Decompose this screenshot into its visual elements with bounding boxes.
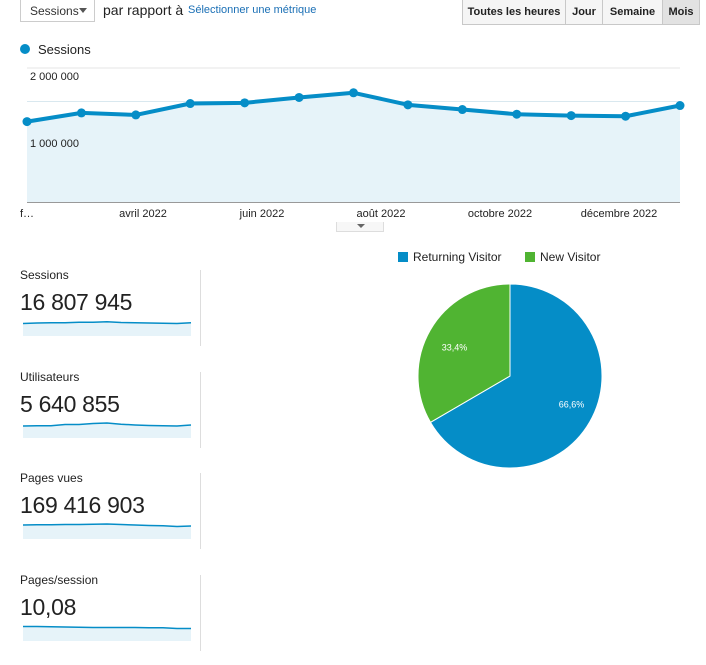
metric-label: Pages vues <box>20 471 83 485</box>
card-divider <box>200 372 201 448</box>
metric-label: Utilisateurs <box>20 370 80 384</box>
metric-value: 169 416 903 <box>20 492 145 518</box>
x-tick-label: août 2022 <box>357 208 406 220</box>
card-divider <box>200 270 201 346</box>
data-point[interactable] <box>621 111 631 121</box>
data-point[interactable] <box>22 117 32 127</box>
chevron-down-icon <box>79 8 87 13</box>
sessions-line-chart: 2 000 000 1 000 000 f… avril 2022 juin 2… <box>20 67 685 220</box>
metric-sparkline <box>22 523 192 539</box>
period-day-button[interactable]: Jour <box>565 0 603 25</box>
sparkline-line <box>23 625 191 630</box>
period-week-button[interactable]: Semaine <box>602 0 663 25</box>
sparkline-area <box>23 524 191 539</box>
sparkline-area <box>23 626 191 641</box>
sparkline-line <box>22 523 192 528</box>
legend-sessions-marker <box>20 44 30 54</box>
metric-value: 10,08 <box>20 594 77 620</box>
pie-slice-returning-visitor[interactable] <box>429 283 603 469</box>
metric-sparkline <box>22 422 192 438</box>
period-hourly-button[interactable]: Toutes les heures <box>462 0 566 25</box>
legend-new-label[interactable]: New Visitor <box>540 250 601 264</box>
metric-sparkline <box>23 625 191 641</box>
metric-select[interactable]: Sessions <box>20 0 95 22</box>
chart-collapse-toggle[interactable] <box>336 222 384 232</box>
card-divider <box>200 575 201 651</box>
sparkline-area <box>23 321 191 336</box>
data-point[interactable] <box>403 100 413 110</box>
chevron-down-icon <box>357 224 365 228</box>
x-tick-label: juin 2022 <box>239 208 285 220</box>
data-point[interactable] <box>76 108 86 118</box>
x-tick-label: octobre 2022 <box>468 208 532 220</box>
period-selector: Toutes les heures Jour Semaine Mois <box>462 0 700 25</box>
metric-sparkline <box>22 320 192 336</box>
sparkline-area <box>23 423 191 438</box>
legend-returning-marker <box>398 252 408 262</box>
data-point[interactable] <box>457 105 467 115</box>
sparkline-line <box>22 422 192 427</box>
pie-slice-label: 33,4% <box>442 343 468 353</box>
x-tick-label: décembre 2022 <box>581 208 657 220</box>
versus-label: par rapport à <box>103 2 184 18</box>
pie-slice-new-visitor[interactable] <box>417 283 511 424</box>
period-month-button[interactable]: Mois <box>662 0 700 25</box>
y-tick-label: 1 000 000 <box>30 138 79 150</box>
x-tick-label: avril 2022 <box>119 208 167 220</box>
legend-returning-label[interactable]: Returning Visitor <box>413 250 502 264</box>
metric-select-value: Sessions <box>30 3 79 18</box>
data-point[interactable] <box>294 92 304 102</box>
data-point[interactable] <box>512 109 522 119</box>
pie-slice-label: 66,6% <box>559 399 585 409</box>
metric-value: 16 807 945 <box>20 289 133 315</box>
visitor-type-pie-chart: 66,6% 33,4% <box>417 283 603 469</box>
legend-sessions-label[interactable]: Sessions <box>38 42 91 57</box>
metric-label: Pages/session <box>20 573 99 587</box>
select-metric-link[interactable]: Sélectionner une métrique <box>188 4 317 16</box>
x-tick-label: f… <box>20 208 34 220</box>
sparkline-line <box>22 320 192 325</box>
data-point[interactable] <box>131 110 141 120</box>
data-point[interactable] <box>185 99 195 109</box>
sessions-area <box>27 92 680 202</box>
data-point[interactable] <box>349 88 358 98</box>
data-point[interactable] <box>566 111 576 121</box>
legend-new-marker <box>525 252 535 262</box>
y-tick-label: 2 000 000 <box>30 71 79 83</box>
data-point[interactable] <box>240 98 250 108</box>
metric-value: 5 640 855 <box>20 391 120 417</box>
data-point[interactable] <box>675 101 685 111</box>
metric-label: Sessions <box>20 268 69 282</box>
card-divider <box>200 473 201 549</box>
